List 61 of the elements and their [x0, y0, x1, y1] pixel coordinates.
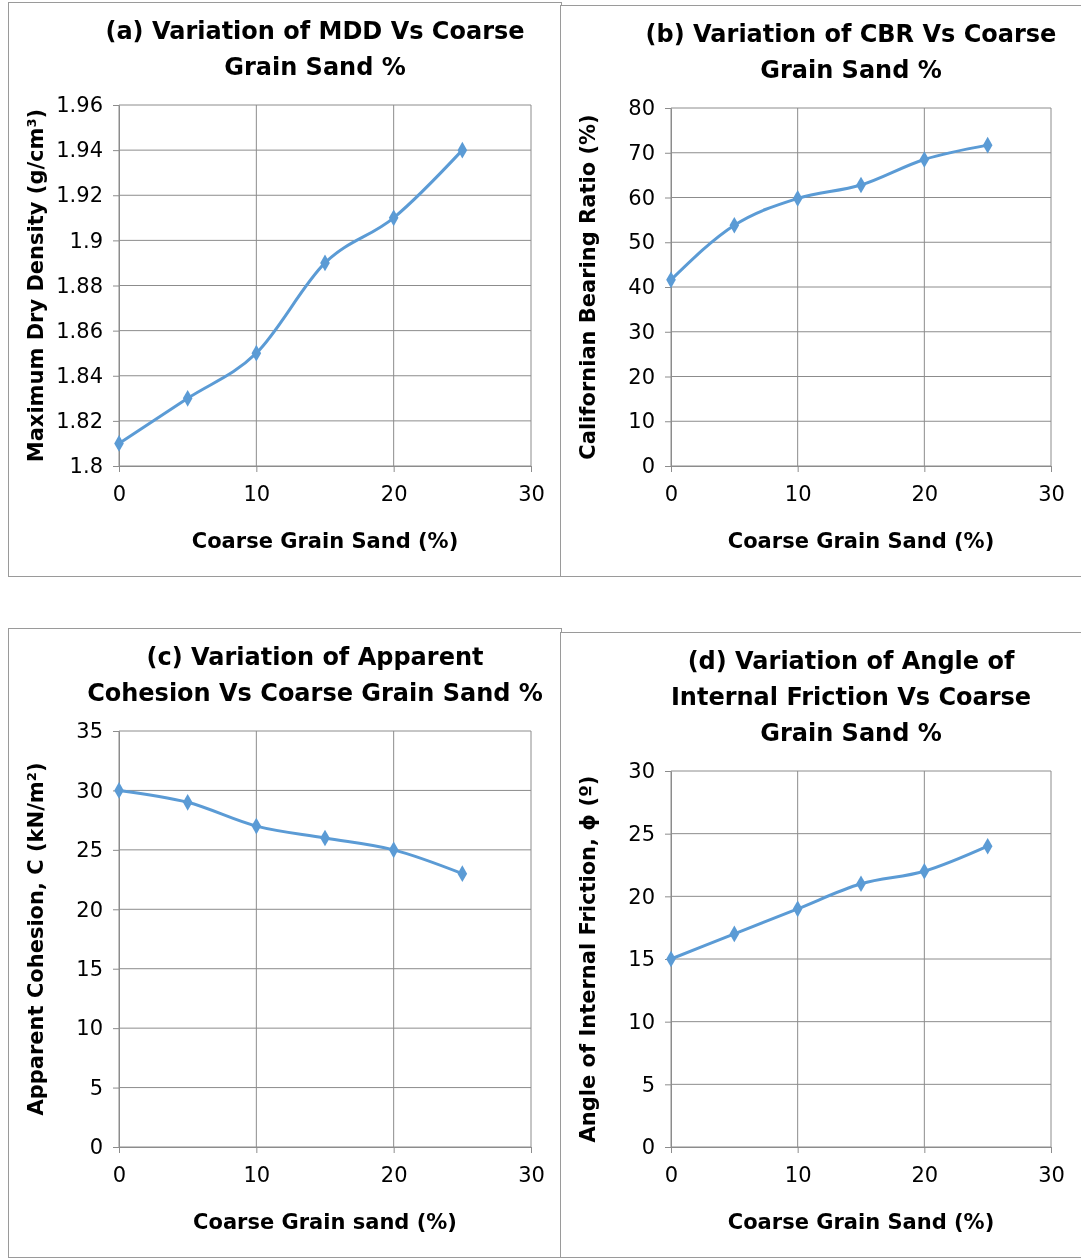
y-tick-label: 30 — [628, 319, 655, 344]
chart-title: (c) Variation of Apparent Cohesion Vs Coarse Grain Sand % — [87, 643, 543, 707]
y-tick-label: 1.86 — [56, 318, 103, 343]
y-tick-label: 80 — [628, 96, 655, 121]
y-tick-label: 35 — [76, 719, 103, 744]
x-tick-label: 30 — [518, 1162, 545, 1187]
x-tick-label: 20 — [911, 481, 939, 506]
x-tick-label: 20 — [380, 1162, 408, 1187]
x-tick-label: 10 — [784, 1162, 812, 1187]
x-axis-title: Coarse Grain Sand (%) — [727, 529, 995, 553]
y-tick-label: 30 — [76, 778, 103, 803]
x-tick-label: 0 — [664, 481, 679, 506]
y-tick-label: 5 — [89, 1075, 103, 1100]
y-tick-label: 1.88 — [56, 273, 103, 298]
x-tick-label: 10 — [784, 481, 812, 506]
y-tick-label: 0 — [641, 454, 655, 479]
x-axis-title: Coarse Grain Sand (%) — [727, 1210, 995, 1234]
y-tick-label: 10 — [628, 1009, 655, 1034]
y-tick-label: 10 — [76, 1016, 103, 1041]
y-tick-label: 20 — [628, 364, 655, 389]
y-axis-title: Apparent Cohesion, C (kN/m²) — [24, 762, 48, 1116]
y-tick-label: 15 — [76, 956, 103, 981]
y-tick-label: 40 — [628, 275, 655, 300]
y-tick-label: 20 — [628, 884, 655, 909]
y-tick-label: 10 — [628, 409, 655, 434]
y-tick-label: 0 — [89, 1135, 103, 1160]
x-tick-label: 30 — [1038, 481, 1065, 506]
x-tick-label: 10 — [243, 481, 271, 506]
y-tick-label: 50 — [628, 230, 655, 255]
x-tick-label: 10 — [243, 1162, 271, 1187]
y-tick-label: 1.8 — [69, 454, 103, 479]
y-tick-label: 1.92 — [56, 183, 103, 208]
y-tick-label: 5 — [641, 1072, 655, 1097]
x-tick-label: 20 — [380, 481, 408, 506]
y-tick-label: 0 — [641, 1135, 655, 1160]
x-tick-label: 30 — [1038, 1162, 1065, 1187]
y-axis-title: Angle of Internal Friction, ϕ (º) — [576, 775, 600, 1143]
x-axis-title: Coarse Grain Sand (%) — [191, 529, 459, 553]
y-tick-label: 70 — [628, 140, 655, 165]
x-tick-label: 0 — [664, 1162, 679, 1187]
chart-title: (a) Variation of MDD Vs Coarse Grain Sand % — [105, 17, 525, 81]
x-tick-label: 30 — [518, 481, 545, 506]
y-tick-label: 1.82 — [56, 409, 103, 434]
x-axis-title: Coarse Grain sand (%) — [193, 1210, 457, 1234]
y-tick-label: 20 — [76, 897, 103, 922]
y-tick-label: 15 — [628, 947, 655, 972]
x-tick-label: 0 — [112, 1162, 127, 1187]
chart-title: (b) Variation of CBR Vs Coarse Grain Sand % — [645, 20, 1057, 84]
y-axis-title: Maximum Dry Density (g/cm³) — [24, 108, 48, 463]
y-tick-label: 60 — [628, 185, 655, 210]
y-tick-label: 1.9 — [69, 228, 103, 253]
y-tick-label: 1.94 — [56, 138, 103, 163]
y-tick-label: 1.84 — [56, 363, 103, 388]
y-tick-label: 1.96 — [56, 93, 103, 118]
y-tick-label: 25 — [628, 821, 655, 846]
y-axis-title: Californian Bearing Ratio (%) — [576, 114, 600, 460]
chart-title: (d) Variation of Angle of Internal Friction Vs Coarse Grain Sand % — [670, 647, 1032, 747]
y-tick-label: 30 — [628, 759, 655, 784]
y-tick-label: 25 — [76, 838, 103, 863]
x-tick-label: 20 — [911, 1162, 939, 1187]
x-tick-label: 0 — [112, 481, 127, 506]
